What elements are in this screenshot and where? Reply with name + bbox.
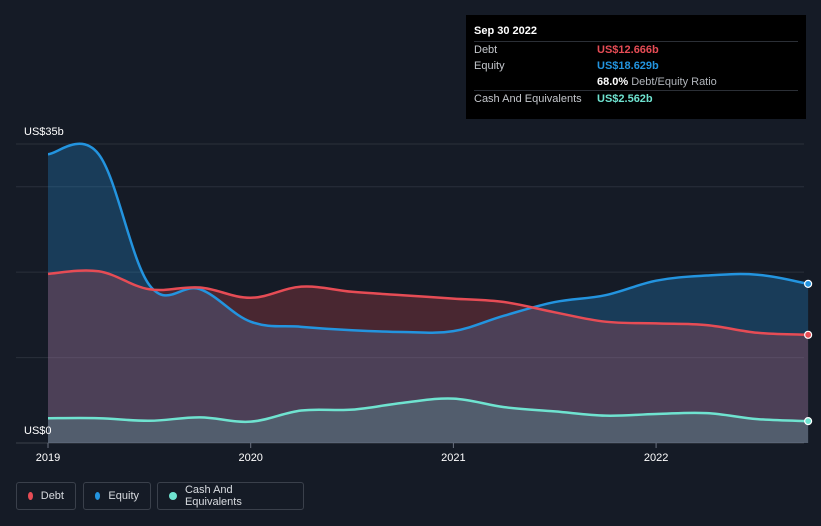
debt-end-marker xyxy=(804,330,813,339)
debt-legend-dot-icon xyxy=(28,492,33,500)
legend-item-debt[interactable]: Debt xyxy=(16,482,76,510)
legend-label-equity: Equity xyxy=(108,490,139,502)
cash-legend-dot-icon xyxy=(169,492,177,500)
legend-label-cash: Cash And Equivalents xyxy=(184,484,242,508)
legend-label-debt: Debt xyxy=(40,490,64,502)
equity-legend-dot-icon xyxy=(95,492,101,500)
tooltip-ratio-value: 68.0% xyxy=(597,76,629,88)
tooltip-date: Sep 30 2022 xyxy=(474,25,537,37)
y-axis-bottom-label: US$0 xyxy=(24,425,52,437)
tooltip-equity-row: Equity US$18.629b xyxy=(474,58,798,74)
tooltip-debt-row: Debt US$12.666b xyxy=(474,41,798,58)
chart-lines xyxy=(47,142,809,424)
legend-item-cash[interactable]: Cash And Equivalents xyxy=(157,482,304,510)
tooltip-debt-label: Debt xyxy=(474,44,498,56)
x-axis-ticks: 2019 2020 2021 2022 xyxy=(36,443,668,464)
y-axis-top-label: US$35b xyxy=(24,126,64,138)
tooltip-equity-value: US$18.629b xyxy=(597,60,659,72)
chart-grid xyxy=(16,143,804,444)
equity-area xyxy=(48,143,809,443)
debt-line xyxy=(47,269,809,337)
equity-line xyxy=(47,142,809,334)
tooltip-cash-value: US$2.562b xyxy=(597,93,653,105)
chart-tooltip: Sep 30 2022 Debt US$12.666b Equity US$18… xyxy=(466,15,806,119)
equity-end-marker xyxy=(804,279,813,288)
x-tick-label: 2021 xyxy=(441,452,465,464)
cash-line xyxy=(47,397,809,424)
tooltip-cash-row: Cash And Equivalents US$2.562b xyxy=(474,90,798,107)
cash-area xyxy=(48,398,809,443)
cash-end-marker xyxy=(804,417,813,426)
tooltip-cash-label: Cash And Equivalents xyxy=(474,93,582,105)
x-tick-label: 2020 xyxy=(238,452,262,464)
x-tick-label: 2019 xyxy=(36,452,60,464)
tooltip-ratio-row: 68.0% Debt/Equity Ratio xyxy=(474,74,798,90)
x-tick-label: 2022 xyxy=(644,452,668,464)
tooltip-ratio-label: Debt/Equity Ratio xyxy=(631,76,717,88)
tooltip-debt-value: US$12.666b xyxy=(597,44,659,56)
tooltip-equity-label: Equity xyxy=(474,60,505,72)
legend-item-equity[interactable]: Equity xyxy=(83,482,151,510)
plot-area xyxy=(16,144,804,443)
chart-markers xyxy=(804,279,813,426)
